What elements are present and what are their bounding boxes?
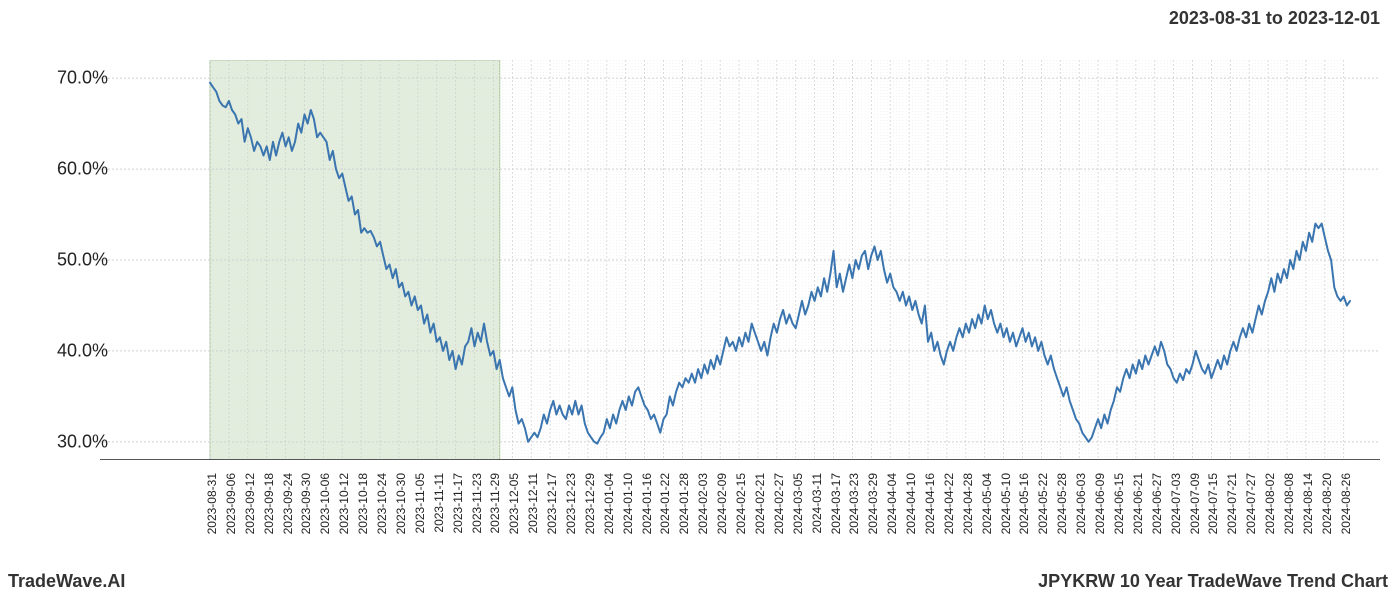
chart-area bbox=[100, 60, 1380, 460]
y-tick-label: 30.0% bbox=[57, 431, 108, 452]
trend-line-chart bbox=[100, 60, 1380, 460]
x-tick-label: 2023-09-18 bbox=[262, 473, 276, 563]
x-tick-label: 2024-07-09 bbox=[1188, 473, 1202, 563]
x-tick-label: 2023-12-29 bbox=[583, 473, 597, 563]
x-tick-label: 2023-09-30 bbox=[299, 473, 313, 563]
x-tick-label: 2024-08-08 bbox=[1282, 473, 1296, 563]
x-tick-label: 2024-06-15 bbox=[1112, 473, 1126, 563]
x-tick-label: 2024-04-22 bbox=[942, 473, 956, 563]
x-tick-label: 2024-06-21 bbox=[1131, 473, 1145, 563]
x-tick-label: 2024-01-10 bbox=[621, 473, 635, 563]
x-tick-label: 2024-03-23 bbox=[847, 473, 861, 563]
x-tick-label: 2023-09-24 bbox=[281, 473, 295, 563]
y-tick-label: 50.0% bbox=[57, 250, 108, 271]
x-tick-label: 2024-07-27 bbox=[1244, 473, 1258, 563]
x-tick-label: 2024-05-16 bbox=[1017, 473, 1031, 563]
brand-label: TradeWave.AI bbox=[8, 571, 125, 592]
x-tick-label: 2024-08-26 bbox=[1339, 473, 1353, 563]
x-tick-label: 2023-10-12 bbox=[337, 473, 351, 563]
chart-caption: JPYKRW 10 Year TradeWave Trend Chart bbox=[1038, 571, 1388, 592]
x-tick-label: 2024-02-03 bbox=[696, 473, 710, 563]
x-tick-label: 2024-04-28 bbox=[961, 473, 975, 563]
x-tick-label: 2024-04-10 bbox=[904, 473, 918, 563]
date-range-label: 2023-08-31 to 2023-12-01 bbox=[1169, 8, 1380, 29]
x-tick-label: 2024-07-15 bbox=[1206, 473, 1220, 563]
x-tick-label: 2024-01-04 bbox=[602, 473, 616, 563]
x-tick-label: 2024-03-05 bbox=[791, 473, 805, 563]
x-tick-label: 2023-11-05 bbox=[413, 473, 427, 563]
x-tick-label: 2024-03-17 bbox=[829, 473, 843, 563]
x-tick-label: 2024-05-22 bbox=[1036, 473, 1050, 563]
x-tick-label: 2023-12-23 bbox=[564, 473, 578, 563]
x-tick-label: 2023-11-17 bbox=[451, 473, 465, 563]
x-tick-label: 2024-05-10 bbox=[999, 473, 1013, 563]
x-tick-label: 2024-04-04 bbox=[885, 473, 899, 563]
x-tick-label: 2024-07-03 bbox=[1169, 473, 1183, 563]
x-tick-label: 2023-11-29 bbox=[488, 473, 502, 563]
y-tick-label: 70.0% bbox=[57, 68, 108, 89]
x-tick-label: 2024-01-16 bbox=[640, 473, 654, 563]
x-tick-label: 2023-12-11 bbox=[526, 473, 540, 563]
x-tick-label: 2024-05-28 bbox=[1055, 473, 1069, 563]
x-tick-label: 2024-02-27 bbox=[772, 473, 786, 563]
x-tick-label: 2023-09-12 bbox=[243, 473, 257, 563]
x-tick-label: 2024-02-09 bbox=[715, 473, 729, 563]
x-tick-label: 2024-08-20 bbox=[1320, 473, 1334, 563]
x-tick-label: 2024-06-03 bbox=[1074, 473, 1088, 563]
x-tick-label: 2024-01-22 bbox=[658, 473, 672, 563]
x-tick-label: 2024-04-16 bbox=[923, 473, 937, 563]
x-tick-label: 2023-12-05 bbox=[507, 473, 521, 563]
x-tick-label: 2024-05-04 bbox=[980, 473, 994, 563]
x-tick-label: 2023-10-24 bbox=[375, 473, 389, 563]
x-tick-label: 2024-03-11 bbox=[810, 473, 824, 563]
x-tick-label: 2023-12-17 bbox=[545, 473, 559, 563]
chart-container: 2023-08-31 to 2023-12-01 30.0% 40.0% 50.0%… bbox=[0, 0, 1400, 600]
x-tick-label: 2024-02-15 bbox=[734, 473, 748, 563]
x-tick-label: 2024-06-09 bbox=[1093, 473, 1107, 563]
x-tick-label: 2024-08-14 bbox=[1301, 473, 1315, 563]
x-tick-label: 2024-07-21 bbox=[1225, 473, 1239, 563]
x-tick-label: 2023-08-31 bbox=[205, 473, 219, 563]
x-tick-label: 2023-11-11 bbox=[432, 473, 446, 563]
x-tick-label: 2023-10-06 bbox=[318, 473, 332, 563]
x-tick-label: 2023-09-06 bbox=[224, 473, 238, 563]
x-tick-label: 2024-02-21 bbox=[753, 473, 767, 563]
x-tick-label: 2023-11-23 bbox=[470, 473, 484, 563]
x-tick-label: 2024-06-27 bbox=[1150, 473, 1164, 563]
x-tick-label: 2024-03-29 bbox=[866, 473, 880, 563]
x-tick-label: 2023-10-30 bbox=[394, 473, 408, 563]
x-tick-label: 2024-01-28 bbox=[677, 473, 691, 563]
y-tick-label: 40.0% bbox=[57, 340, 108, 361]
x-tick-label: 2023-10-18 bbox=[356, 473, 370, 563]
y-tick-label: 60.0% bbox=[57, 159, 108, 180]
x-tick-label: 2024-08-02 bbox=[1263, 473, 1277, 563]
